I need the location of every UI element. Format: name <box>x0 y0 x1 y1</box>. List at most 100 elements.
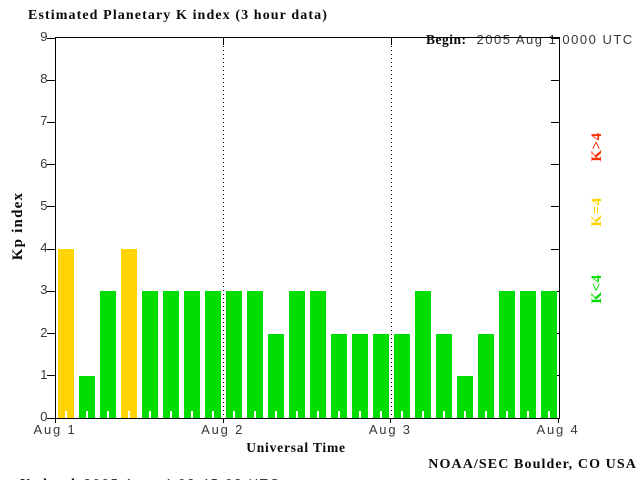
kp-bar <box>456 375 473 418</box>
page-title: Estimated Planetary K index (3 hour data… <box>28 8 328 23</box>
y-axis-tick <box>47 290 55 292</box>
day-tick-bottom <box>222 418 224 423</box>
kp-bar <box>330 333 347 418</box>
day-tick-bottom <box>55 418 56 423</box>
y-axis-tick-right <box>551 248 559 250</box>
kp-bar <box>393 333 410 418</box>
legend-k-below-4: K<4 <box>589 274 605 304</box>
y-axis-tick-right <box>551 417 559 419</box>
y-axis-tick <box>47 164 55 166</box>
hour-tick-notch <box>316 411 319 418</box>
hour-tick-notch <box>86 411 89 418</box>
hour-tick-notch <box>107 411 110 418</box>
kp-bar <box>540 291 557 418</box>
y-axis-tick <box>47 375 55 377</box>
x-axis-title: Universal Time <box>246 440 346 455</box>
y-tick-label: 5 <box>40 197 48 213</box>
hour-tick-notch <box>505 411 508 418</box>
hour-tick-notch <box>296 411 299 418</box>
y-tick-label: 1 <box>40 366 48 382</box>
y-axis-tick-right <box>551 164 559 166</box>
kp-bar <box>435 333 452 418</box>
hour-tick-notch <box>128 411 131 418</box>
hour-tick-notch <box>65 411 68 418</box>
kp-bar <box>351 333 368 418</box>
hour-tick-notch <box>400 411 403 418</box>
day-tick-top <box>390 38 392 45</box>
kp-bar <box>268 333 285 418</box>
legend-k-above-4: K>4 <box>589 132 605 162</box>
kp-bar <box>121 249 138 418</box>
day-boundary-gridline <box>223 38 225 418</box>
hour-tick-notch <box>212 411 215 418</box>
y-axis-tick <box>47 417 55 419</box>
x-tick-label: Aug 2 <box>201 422 245 437</box>
y-axis-tick <box>47 333 55 335</box>
hour-tick-notch <box>337 411 340 418</box>
kp-bar <box>184 291 201 418</box>
hour-tick-notch <box>358 411 361 418</box>
kp-bar <box>247 291 264 418</box>
y-tick-label: 0 <box>40 409 48 424</box>
hour-tick-notch <box>254 411 257 418</box>
y-axis-tick <box>47 121 55 123</box>
y-axis-tick <box>47 79 55 81</box>
hour-tick-notch <box>526 411 529 418</box>
kp-bar <box>100 291 117 418</box>
legend-k-equal-4: K=4 <box>589 197 605 227</box>
y-tick-label: 4 <box>40 240 48 256</box>
hour-tick-notch <box>170 411 173 418</box>
hour-tick-notch <box>379 411 382 418</box>
kp-bar <box>163 291 180 418</box>
day-tick-bottom <box>390 418 392 423</box>
kp-bar <box>519 291 536 418</box>
hour-tick-notch <box>421 411 424 418</box>
hour-tick-notch <box>547 411 550 418</box>
y-axis-tick <box>47 248 55 250</box>
plot-area <box>47 37 560 419</box>
y-axis-tick-right <box>551 290 559 292</box>
begin-label: Begin: <box>426 32 467 47</box>
kp-bar <box>477 333 494 418</box>
kp-bar <box>58 249 75 418</box>
y-axis-tick-right <box>551 37 559 39</box>
hour-tick-notch <box>463 411 466 418</box>
kp-bar <box>226 291 243 418</box>
begin-value: 2005 Aug 1 0000 UTC <box>476 32 634 47</box>
y-tick-label: 8 <box>40 71 48 87</box>
begin-line: Begin: 2005 Aug 1 0000 UTC <box>410 13 634 67</box>
updated-timestamp: 2005 Aug 4 02:45:03 UTC <box>84 476 281 480</box>
y-tick-label: 6 <box>40 155 48 171</box>
hour-tick-notch <box>275 411 278 418</box>
y-tick-label: 2 <box>40 324 48 340</box>
hour-tick-notch <box>233 411 236 418</box>
y-axis-tick-right <box>551 206 559 208</box>
y-axis-tick-right <box>551 121 559 123</box>
y-axis-title: Kp index <box>10 191 26 261</box>
day-tick-top <box>223 38 225 45</box>
kp-bar <box>372 333 389 418</box>
kp-bar <box>142 291 159 418</box>
y-axis-tick <box>47 37 55 39</box>
kp-bar <box>79 375 96 418</box>
y-tick-label: 9 <box>40 29 48 44</box>
hour-tick-notch <box>484 411 487 418</box>
kp-bar <box>309 291 326 418</box>
x-tick-label: Aug 1 <box>33 422 77 437</box>
kp-bar <box>205 291 222 418</box>
kp-bar <box>498 291 515 418</box>
y-tick-label: 7 <box>40 113 48 129</box>
y-axis-tick-right <box>551 79 559 81</box>
hour-tick-notch <box>191 411 194 418</box>
updated-line: Updated 2005 Aug 4 02:45:03 UTC <box>4 457 281 480</box>
day-tick-bottom <box>558 418 559 423</box>
day-boundary-gridline <box>390 38 392 418</box>
x-tick-label: Aug 4 <box>536 422 580 437</box>
hour-tick-notch <box>442 411 445 418</box>
kp-bar <box>414 291 431 418</box>
kp-bar <box>289 291 306 418</box>
credit-text: NOAA/SEC Boulder, CO USA <box>428 457 637 472</box>
y-axis-tick <box>47 206 55 208</box>
updated-label: Updated <box>20 477 76 480</box>
